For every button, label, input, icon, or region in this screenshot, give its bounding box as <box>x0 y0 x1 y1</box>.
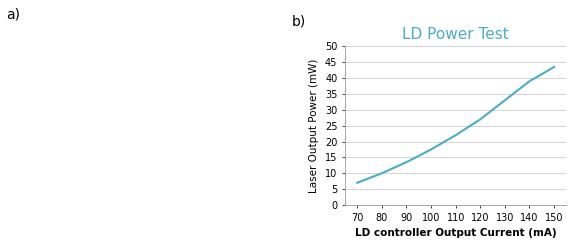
Text: b): b) <box>292 15 306 29</box>
Title: LD Power Test: LD Power Test <box>402 27 509 42</box>
Y-axis label: Laser Output Power (mW): Laser Output Power (mW) <box>309 59 319 193</box>
X-axis label: LD controller Output Current (mA): LD controller Output Current (mA) <box>355 228 557 238</box>
Text: a): a) <box>6 7 20 21</box>
FancyBboxPatch shape <box>288 0 575 244</box>
